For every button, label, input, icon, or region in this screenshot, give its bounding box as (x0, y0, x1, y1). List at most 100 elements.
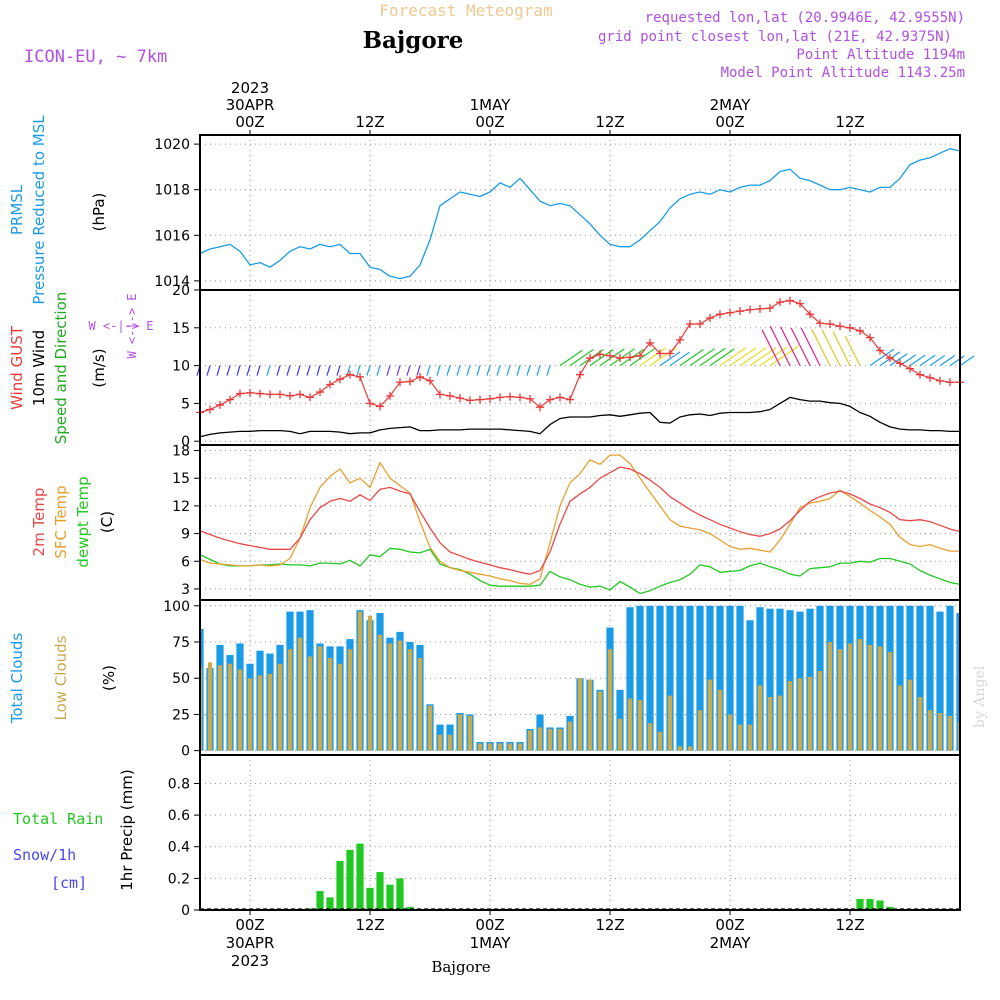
low-cloud-bar (387, 643, 393, 751)
gust-marker (486, 394, 494, 403)
gust-marker (756, 304, 764, 313)
wind-barb (276, 365, 281, 376)
low-cloud-bar (277, 663, 283, 751)
total-cloud-bar (786, 610, 794, 751)
total-cloud-bar (776, 608, 784, 751)
temp2m-line (199, 466, 961, 575)
wind-label-dir: Speed and Direction (52, 292, 70, 445)
low-cloud-bar (257, 675, 263, 751)
y-tick-label: 10 (172, 359, 190, 375)
gust-marker (586, 354, 594, 363)
low-cloud-bar (727, 714, 733, 751)
wind-barb (719, 347, 747, 367)
gust-marker (776, 298, 784, 307)
gust-marker (446, 391, 454, 400)
time-label-bottom: 30APR (226, 934, 275, 952)
y-tick-label: 0.2 (168, 871, 190, 887)
panel-frame (199, 754, 961, 911)
gust-marker (306, 393, 314, 402)
time-label-bottom: 2023 (231, 952, 269, 970)
low-cloud-bar (577, 678, 583, 751)
total-cloud-bar (696, 605, 704, 751)
low-cloud-bar (547, 728, 553, 751)
gust-marker (886, 354, 894, 363)
gust-marker (476, 395, 484, 404)
cloud-label-total: Total Clouds (8, 633, 26, 725)
low-cloud-bar (917, 697, 923, 751)
low-cloud-bar (907, 679, 913, 751)
low-cloud-bar (247, 678, 253, 751)
low-cloud-bar (877, 646, 883, 751)
temp-unit: (C) (98, 511, 116, 533)
low-cloud-bar (377, 634, 383, 751)
low-cloud-bar (237, 669, 243, 751)
gust-marker (816, 319, 824, 328)
time-label-top: 2MAY (710, 96, 752, 114)
low-cloud-bar (327, 657, 333, 751)
y-tick-label: 18 (172, 444, 190, 460)
panel-frame (199, 444, 961, 601)
total-cloud-bar (706, 605, 714, 751)
total-cloud-bar (646, 605, 654, 751)
credit: by Angel (972, 665, 988, 728)
gust-marker (466, 396, 474, 405)
temp-label-sfc: SFC Temp (52, 485, 70, 558)
wind-barb (949, 355, 965, 367)
wind-barb (919, 354, 936, 367)
gust-marker (276, 390, 284, 399)
gust-marker (496, 393, 504, 402)
gust-marker (436, 390, 444, 399)
time-label-top: 1MAY (470, 96, 512, 114)
wind-barb (376, 365, 381, 376)
gust-marker (536, 403, 544, 412)
gust-marker (696, 320, 704, 329)
gust-marker (896, 359, 904, 368)
low-cloud-bar (857, 639, 863, 751)
wind-barb (790, 327, 811, 366)
gust-marker (226, 395, 234, 404)
footer-location: Bajgore (431, 958, 490, 976)
low-cloud-bar (427, 705, 433, 751)
pressure-unit: (hPa) (90, 193, 108, 232)
wind-barb (780, 326, 801, 366)
gust-marker (316, 388, 324, 397)
low-cloud-bar (767, 697, 773, 751)
wind-barb (256, 365, 261, 376)
y-tick-label: 75 (172, 635, 190, 651)
low-cloud-bar (337, 663, 343, 751)
wind-barb (286, 365, 291, 376)
low-cloud-bar (827, 642, 833, 751)
low-cloud-bar (267, 673, 273, 751)
wind-unit: (m/s) (90, 348, 108, 387)
wind-barb (316, 365, 321, 376)
panel-frame (199, 134, 961, 291)
low-cloud-bar (457, 714, 463, 751)
wind-barb (639, 347, 667, 367)
low-cloud-bar (397, 640, 403, 751)
pressure-line (199, 148, 961, 280)
total-cloud-bar (676, 605, 684, 751)
time-label-top: 12Z (355, 113, 384, 131)
gust-marker (726, 308, 734, 317)
rain-bar (326, 897, 334, 910)
time-label-top: 00Z (715, 113, 744, 131)
wind-barb (526, 365, 531, 376)
axis-layer: 1014101610181020051015203691215180255075… (8, 79, 865, 970)
low-cloud-bar (637, 699, 643, 751)
total-cloud-bar (906, 605, 914, 751)
low-cloud-bar (347, 649, 353, 751)
wind-barb (386, 365, 391, 376)
low-cloud-bar (567, 721, 573, 751)
gust-marker (506, 392, 514, 401)
wind-barb (659, 351, 681, 367)
gust-marker (766, 304, 774, 313)
rain-bar (346, 849, 354, 910)
low-cloud-bar (217, 665, 223, 751)
total-cloud-bar (766, 608, 774, 751)
gust-marker (856, 326, 864, 335)
y-tick-label: 50 (172, 671, 190, 687)
low-cloud-bar (627, 698, 633, 751)
low-cloud-bar (477, 743, 483, 751)
gust-marker (916, 370, 924, 379)
gust-marker (926, 373, 934, 382)
